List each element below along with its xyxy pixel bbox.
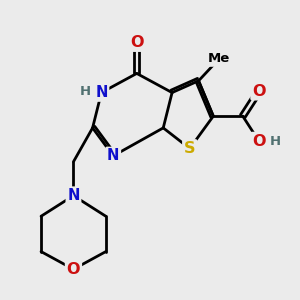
Text: O: O [252, 84, 266, 99]
Text: O: O [252, 134, 266, 149]
Text: Me: Me [208, 52, 230, 65]
Text: N: N [95, 85, 108, 100]
Text: O: O [67, 262, 80, 277]
Text: N: N [67, 188, 80, 203]
Text: S: S [184, 141, 196, 156]
Text: O: O [130, 35, 143, 50]
Text: H: H [270, 135, 281, 148]
Text: H: H [80, 85, 91, 98]
Text: N: N [107, 148, 119, 164]
